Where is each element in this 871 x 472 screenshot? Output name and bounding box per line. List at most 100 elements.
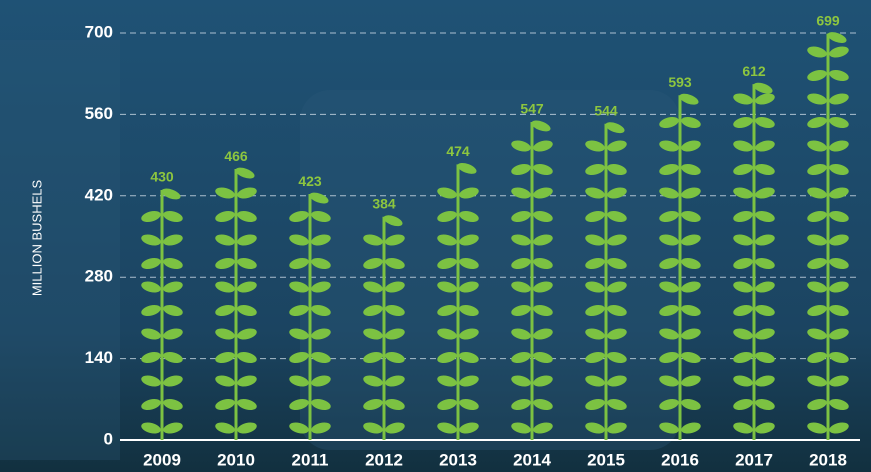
leaf	[363, 281, 383, 293]
plant-bar	[215, 167, 257, 440]
leaf	[385, 422, 405, 434]
leaf	[585, 234, 605, 246]
leaf	[141, 375, 161, 387]
leaf	[237, 234, 257, 246]
leaf	[659, 422, 679, 434]
leaf	[829, 164, 849, 175]
leaf	[755, 281, 775, 293]
leaf	[459, 422, 479, 434]
leaf	[807, 375, 827, 387]
leaf	[607, 211, 627, 222]
leaf	[607, 399, 627, 410]
leaf	[363, 399, 383, 410]
leaf	[807, 164, 827, 175]
x-tick-label: 2014	[513, 450, 551, 469]
value-label: 423	[298, 173, 322, 189]
leaf	[163, 258, 183, 269]
leaf	[829, 70, 849, 81]
leaf	[385, 258, 405, 269]
leaf	[289, 258, 309, 269]
leaf	[755, 422, 775, 434]
leaf	[511, 375, 531, 387]
leaf	[459, 328, 479, 340]
leaf	[437, 211, 457, 222]
leaf	[607, 281, 627, 293]
value-label: 430	[150, 169, 174, 185]
plant-bar	[659, 93, 701, 440]
leaf	[607, 375, 627, 387]
leaf	[755, 305, 775, 316]
leaf	[289, 352, 309, 363]
leaf	[755, 140, 775, 152]
leaf	[363, 352, 383, 363]
leaf	[385, 328, 405, 340]
y-tick-label: 420	[85, 185, 113, 204]
leaf	[681, 258, 701, 269]
value-label: 547	[520, 101, 544, 117]
leaf	[659, 187, 679, 199]
leaf	[807, 422, 827, 434]
leaf	[659, 117, 679, 128]
leaf	[437, 422, 457, 434]
leaf	[311, 375, 331, 387]
leaf	[511, 281, 531, 293]
leaf	[607, 164, 627, 175]
leaf	[807, 281, 827, 293]
leaf	[141, 211, 161, 222]
leaf	[607, 234, 627, 246]
leaf	[459, 234, 479, 246]
leaf	[733, 399, 753, 410]
leaf	[289, 234, 309, 246]
leaf	[533, 258, 553, 269]
leaf	[829, 258, 849, 269]
leaf	[659, 234, 679, 246]
leaf	[437, 375, 457, 387]
leaf	[829, 352, 849, 363]
leaf	[755, 234, 775, 246]
leaf	[829, 93, 849, 105]
leaf	[437, 234, 457, 246]
value-label: 466	[224, 148, 248, 164]
leaf	[363, 258, 383, 269]
y-tick-label: 140	[85, 348, 113, 367]
leaf	[829, 211, 849, 222]
leaf	[141, 258, 161, 269]
leaf	[311, 352, 331, 363]
leaf	[531, 120, 551, 132]
leaf	[311, 258, 331, 269]
leaf	[681, 211, 701, 222]
y-tick-label: 700	[85, 22, 113, 41]
leaf	[511, 422, 531, 434]
leaf	[533, 234, 553, 246]
leaf	[659, 328, 679, 340]
leaf	[163, 328, 183, 340]
leaf	[585, 399, 605, 410]
value-label: 612	[742, 63, 766, 79]
leaf	[163, 281, 183, 293]
leaf	[755, 93, 775, 105]
leaf	[437, 328, 457, 340]
leaf	[289, 281, 309, 293]
leaf	[141, 234, 161, 246]
leaf	[733, 211, 753, 222]
leaf	[237, 399, 257, 410]
leaf	[755, 328, 775, 340]
leaf	[753, 82, 773, 94]
x-tick-label: 2011	[292, 450, 329, 469]
leaf	[585, 140, 605, 152]
leaf	[437, 352, 457, 363]
leaf	[659, 352, 679, 363]
leaf	[659, 164, 679, 175]
y-tick-label: 280	[85, 267, 113, 286]
leaf	[733, 140, 753, 152]
leaf	[311, 305, 331, 316]
leaf	[457, 162, 477, 174]
value-label: 384	[372, 195, 396, 211]
leaf	[829, 234, 849, 246]
leaf	[459, 352, 479, 363]
leaf	[829, 281, 849, 293]
leaf	[533, 140, 553, 152]
leaf	[807, 211, 827, 222]
leaf	[511, 187, 531, 199]
